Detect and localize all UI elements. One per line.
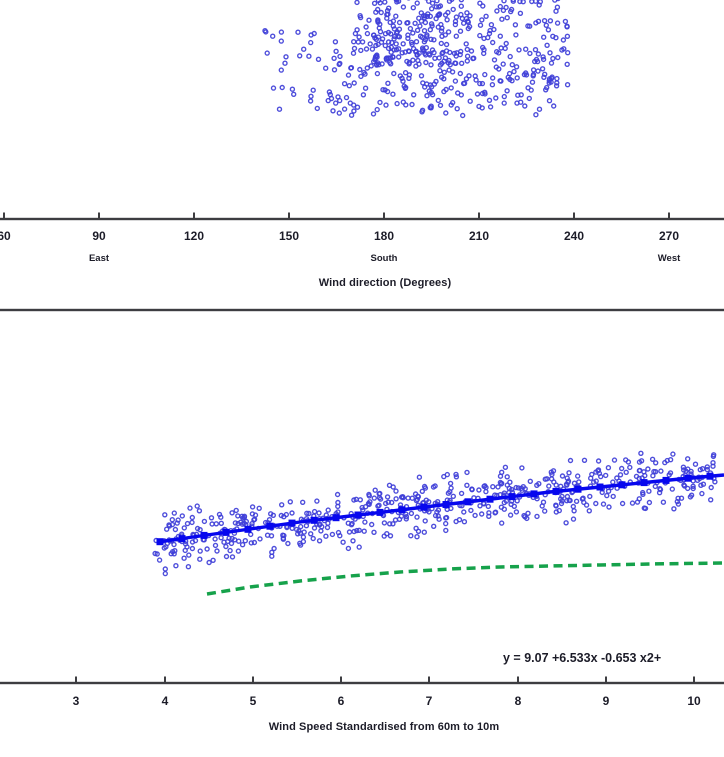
x-tick-label: 8 (515, 694, 522, 708)
panel-separator-line (0, 308, 724, 312)
x-tick-label: 4 (162, 694, 169, 708)
x-tick-label: 90 (92, 229, 106, 243)
x-tick-label: 9 (603, 694, 610, 708)
x-tick-label: 60 (0, 229, 11, 243)
polynomial-fit-line (156, 472, 724, 546)
wind-speed-x-axis: 3 4 5 6 7 8 9 10 (0, 676, 724, 708)
x-tick-label: 3 (73, 694, 80, 708)
x-tick-label: 6 (338, 694, 345, 708)
lower-dashed-curve (206, 561, 724, 596)
x-tick-sublabel: West (658, 253, 681, 264)
wind-direction-scatter-points (262, 0, 571, 119)
x-tick-label: 180 (374, 229, 394, 243)
x-axis-title-wind-direction: Wind direction (Degrees) (318, 277, 452, 289)
wind-direction-x-axis: 60 90 120 150 180 210 240 270 East South West (0, 212, 724, 264)
x-tick-label: 7 (426, 694, 433, 708)
x-tick-label: 5 (250, 694, 257, 708)
x-tick-label: 10 (687, 694, 701, 708)
x-tick-label: 150 (279, 229, 299, 243)
x-tick-label: 210 (469, 229, 489, 243)
x-tick-label: 270 (659, 229, 679, 243)
x-axis-title-wind-speed: Wind Speed Standardised from 60m to 10m (268, 721, 500, 733)
regression-equation: y = 9.07 +6.533x -0.653 x2+ (503, 651, 662, 665)
x-tick-label: 120 (184, 229, 204, 243)
x-tick-sublabel: East (89, 253, 110, 264)
wind-speed-scatter-points (152, 450, 718, 577)
x-tick-label: 240 (564, 229, 584, 243)
x-tick-sublabel: South (371, 253, 398, 264)
